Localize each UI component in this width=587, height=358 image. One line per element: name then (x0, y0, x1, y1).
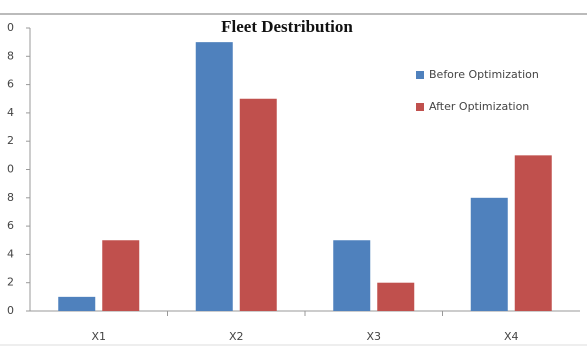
bar (514, 155, 552, 311)
y-tick-label: 2 (7, 134, 14, 147)
y-tick-label: 6 (7, 78, 14, 91)
x-tick-label: X4 (504, 330, 519, 343)
bar (470, 197, 508, 311)
bar (239, 98, 277, 311)
legend-label: Before Optimization (429, 68, 539, 81)
legend-label: After Optimization (429, 100, 529, 113)
bar (377, 282, 415, 311)
legend-swatch (416, 71, 424, 79)
x-tick-label: X3 (366, 330, 381, 343)
x-tick-label: X1 (91, 330, 106, 343)
bar (102, 240, 140, 311)
y-tick-label: 4 (7, 106, 14, 119)
legend-swatch (416, 103, 424, 111)
y-tick-label: 0 (7, 163, 14, 176)
y-tick-label: 2 (7, 276, 14, 289)
x-tick-label: X2 (229, 330, 244, 343)
bar (195, 42, 233, 312)
bar (333, 240, 371, 311)
y-tick-label: 0 (7, 304, 14, 317)
chart-title: Fleet Destribution (221, 17, 353, 36)
bar (58, 296, 96, 311)
y-tick-label: 6 (7, 219, 14, 232)
y-tick-label: 8 (7, 191, 14, 204)
y-tick-label: 4 (7, 247, 14, 260)
y-tick-label: 0 (7, 21, 14, 34)
y-tick-label: 8 (7, 49, 14, 62)
